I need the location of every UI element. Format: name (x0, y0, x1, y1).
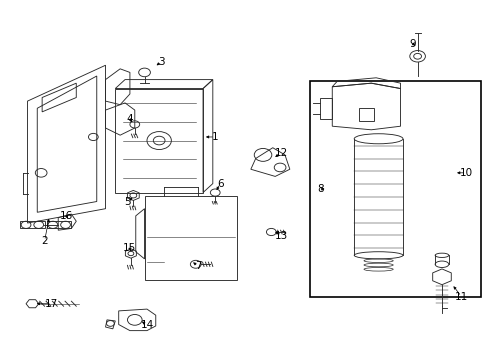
Text: 13: 13 (274, 231, 287, 240)
Text: 8: 8 (316, 184, 323, 194)
Text: 3: 3 (158, 57, 164, 67)
Text: 17: 17 (45, 299, 59, 309)
Text: 1: 1 (211, 132, 218, 142)
Text: 16: 16 (60, 211, 73, 221)
Text: 11: 11 (454, 292, 467, 302)
Text: 12: 12 (274, 148, 287, 158)
Text: 5: 5 (124, 197, 130, 207)
Text: 15: 15 (123, 243, 136, 253)
Text: 2: 2 (41, 236, 48, 246)
Text: 6: 6 (216, 179, 223, 189)
Text: 9: 9 (408, 39, 415, 49)
Bar (310, 81, 480, 297)
Text: 14: 14 (140, 320, 153, 330)
Text: 4: 4 (126, 114, 133, 124)
Text: 7: 7 (194, 261, 201, 271)
Text: 10: 10 (459, 168, 472, 178)
